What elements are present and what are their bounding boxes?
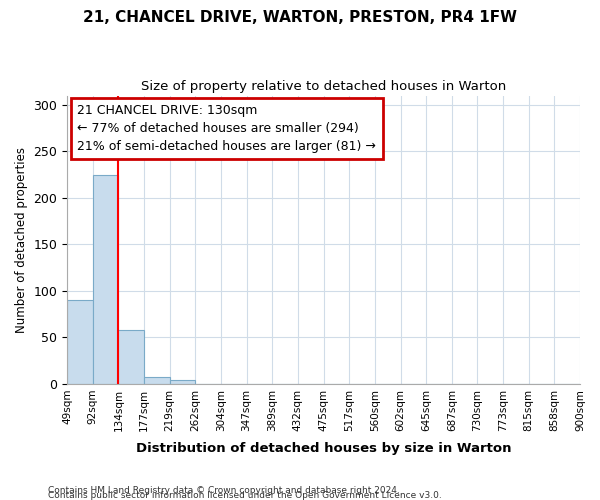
- X-axis label: Distribution of detached houses by size in Warton: Distribution of detached houses by size …: [136, 442, 511, 455]
- Text: 21 CHANCEL DRIVE: 130sqm
← 77% of detached houses are smaller (294)
21% of semi-: 21 CHANCEL DRIVE: 130sqm ← 77% of detach…: [77, 104, 376, 153]
- Y-axis label: Number of detached properties: Number of detached properties: [15, 146, 28, 332]
- Bar: [170, 380, 196, 384]
- Bar: [118, 330, 144, 384]
- Text: Contains public sector information licensed under the Open Government Licence v3: Contains public sector information licen…: [48, 491, 442, 500]
- Bar: [93, 174, 118, 384]
- Bar: [144, 378, 170, 384]
- Text: Contains HM Land Registry data © Crown copyright and database right 2024.: Contains HM Land Registry data © Crown c…: [48, 486, 400, 495]
- Text: 21, CHANCEL DRIVE, WARTON, PRESTON, PR4 1FW: 21, CHANCEL DRIVE, WARTON, PRESTON, PR4 …: [83, 10, 517, 25]
- Title: Size of property relative to detached houses in Warton: Size of property relative to detached ho…: [141, 80, 506, 93]
- Bar: [67, 300, 93, 384]
